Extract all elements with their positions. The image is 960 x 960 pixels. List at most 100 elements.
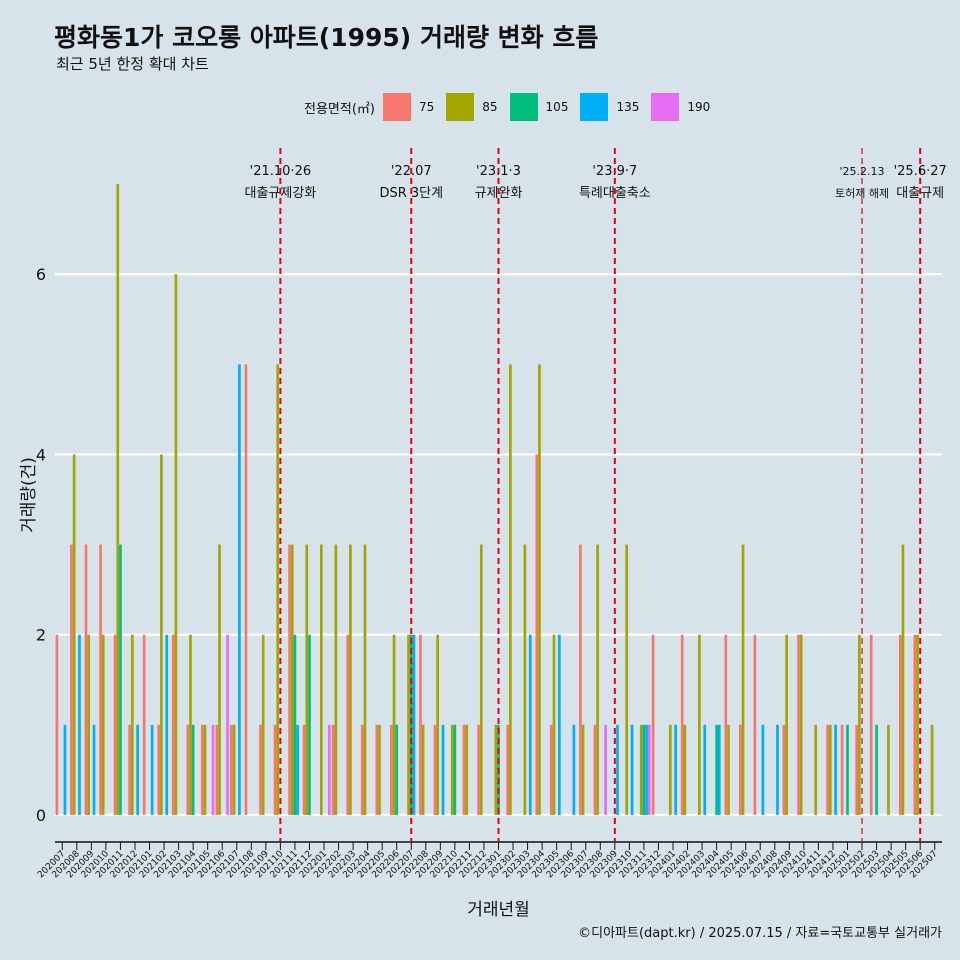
bar-85-202105 xyxy=(203,724,207,815)
bar-75-202109 xyxy=(259,724,262,815)
y-tick-label: 0 xyxy=(36,806,46,825)
bar-75-202008 xyxy=(70,544,73,815)
bar-75-202212 xyxy=(477,724,480,815)
bar-75-202010 xyxy=(99,544,102,815)
legend-item-190: 190 xyxy=(651,93,710,121)
bar-85-202209 xyxy=(436,634,439,815)
event-date-label: '25.2.13 xyxy=(840,165,885,178)
legend-label-85: 85 xyxy=(482,100,498,114)
bar-75-202211 xyxy=(462,724,466,815)
bar-85-202506 xyxy=(916,634,919,815)
bar-85-202112 xyxy=(305,544,309,815)
legend-swatch-135 xyxy=(580,93,609,121)
bar-135-202008 xyxy=(78,634,81,815)
bar-85-202204 xyxy=(363,544,367,815)
legend-swatch-105 xyxy=(509,93,538,121)
bar-85-202305 xyxy=(552,634,556,815)
bar-85-202103 xyxy=(174,274,178,815)
bar-85-202507 xyxy=(930,724,934,815)
bar-85-202406 xyxy=(741,544,745,815)
legend-item-75: 75 xyxy=(382,93,434,121)
bar-85-202102 xyxy=(160,454,163,815)
bar-85-202201 xyxy=(319,544,323,815)
bar-85-202206 xyxy=(392,634,396,815)
bar-85-202110 xyxy=(276,364,280,815)
y-tick-label: 6 xyxy=(36,265,46,284)
bar-75-202011 xyxy=(113,634,117,815)
event-date-label: '21.10·26 xyxy=(250,164,311,179)
bar-105-202104 xyxy=(191,724,195,815)
bar-75-202202 xyxy=(331,724,335,815)
event-date-label: '23.9·7 xyxy=(592,164,637,179)
bar-135-202102 xyxy=(165,634,169,815)
bar-135-202408 xyxy=(776,724,779,815)
bar-85-202107 xyxy=(232,724,236,815)
bar-105-202311 xyxy=(642,724,646,815)
bar-85-202202 xyxy=(334,544,338,815)
bar-190-202105 xyxy=(211,724,215,815)
event-label: 대출규제강화 xyxy=(245,186,317,201)
bar-105-202111 xyxy=(293,634,297,815)
bar-135-202207 xyxy=(412,634,416,815)
source-caption: ©디아파트(dapt.kr) / 2025.07.15 / 자료=국토교통부 실… xyxy=(578,926,942,941)
bar-135-202412 xyxy=(834,724,837,815)
bar-85-202302 xyxy=(509,364,512,815)
legend-title: 전용면적(㎡) xyxy=(304,101,375,117)
bar-75-202308 xyxy=(593,724,597,815)
bar-135-202209 xyxy=(441,724,445,815)
bar-75-202106 xyxy=(215,724,219,815)
bar-75-202206 xyxy=(390,724,393,815)
bar-85-202409 xyxy=(785,634,788,815)
legend-label-105: 105 xyxy=(545,100,569,114)
legend: 전용면적(㎡) 75 85 105 135 190 xyxy=(304,92,722,122)
bar-75-202103 xyxy=(171,634,175,815)
bar-135-202107 xyxy=(238,364,241,815)
bar-75-202307 xyxy=(579,544,582,815)
bar-135-202009 xyxy=(92,724,96,815)
bar-105-202112 xyxy=(308,634,311,815)
legend-item-105: 105 xyxy=(509,93,569,121)
bar-75-202111 xyxy=(288,544,291,815)
bar-135-202403 xyxy=(703,724,707,815)
bar-135-202310 xyxy=(630,724,634,815)
event-label: 규제완화 xyxy=(475,186,523,201)
bar-135-202407 xyxy=(761,724,765,815)
y-tick-label: 2 xyxy=(36,626,46,645)
bar-75-202302 xyxy=(506,724,510,815)
bar-75-202112 xyxy=(302,724,306,815)
bar-85-202301 xyxy=(494,724,498,815)
bar-135-202306 xyxy=(572,724,576,815)
bar-85-202504 xyxy=(887,724,890,815)
event-label: 대출규제 xyxy=(896,186,944,201)
bar-85-202210 xyxy=(450,724,454,815)
bar-75-202209 xyxy=(433,724,437,815)
bar-75-202012 xyxy=(128,724,131,815)
bar-105-202011 xyxy=(119,544,122,815)
bar-85-202304 xyxy=(538,364,541,815)
bar-85-202111 xyxy=(290,544,294,815)
legend-swatch-85 xyxy=(446,93,475,121)
event-label: 토허제 해제 xyxy=(835,186,889,200)
bar-75-202108 xyxy=(244,364,248,815)
bar-85-202212 xyxy=(479,544,483,815)
bar-85-202109 xyxy=(261,634,265,815)
event-label: 특례대출축소 xyxy=(579,186,651,201)
bar-190-202308 xyxy=(604,724,607,815)
bar-105-202503 xyxy=(875,724,878,815)
bar-75-202007 xyxy=(55,634,59,815)
bar-135-202404 xyxy=(717,724,721,815)
bar-135-202012 xyxy=(136,724,139,815)
bar-85-202205 xyxy=(378,724,381,815)
bar-75-202305 xyxy=(549,724,553,815)
legend-label-135: 135 xyxy=(616,100,640,114)
bar-85-202106 xyxy=(218,544,221,815)
bar-85-202308 xyxy=(596,544,599,815)
bar-85-202307 xyxy=(581,724,585,815)
bar-75-202203 xyxy=(346,634,350,815)
bar-75-202405 xyxy=(724,634,728,815)
bar-190-202311 xyxy=(647,724,651,815)
event-date-label: '25.6·27 xyxy=(894,164,947,179)
bar-75-202204 xyxy=(360,724,364,815)
bar-75-202402 xyxy=(680,634,684,815)
bar-75-202410 xyxy=(797,634,800,815)
